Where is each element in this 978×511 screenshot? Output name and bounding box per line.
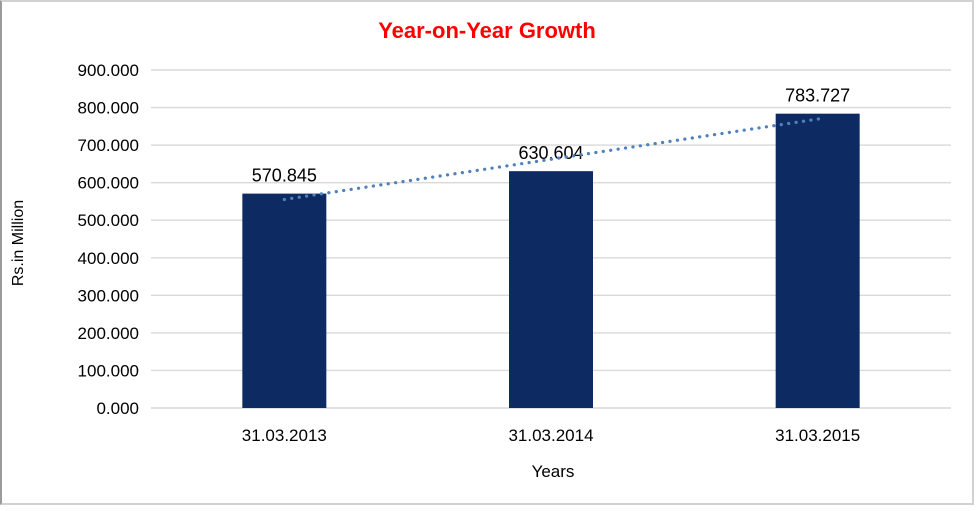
x-tick-label: 31.03.2014 (508, 426, 593, 445)
plot-area: 0.000 100.000 200.000 300.000 400.000 500.000… (78, 61, 951, 445)
bar-data-label: 783.727 (785, 86, 850, 106)
y-tick-label: 0.000 (96, 399, 139, 418)
bar (242, 193, 327, 408)
x-tick-label: 31.03.2013 (242, 426, 327, 445)
y-tick-label: 800.000 (78, 99, 139, 118)
y-tick-label: 900.000 (78, 61, 139, 80)
y-tick-label: 200.000 (78, 324, 139, 343)
x-axis-title: Years (531, 462, 575, 481)
y-tick-label: 100.000 (78, 361, 139, 380)
y-tick-label: 700.000 (78, 136, 139, 155)
bar (509, 171, 593, 408)
chart-title: Year-on-Year Growth (378, 18, 596, 43)
y-tick-label: 300.000 (78, 286, 139, 305)
x-tick-label: 31.03.2015 (775, 426, 860, 445)
trendline (282, 116, 824, 202)
bar-data-label: 570.845 (252, 166, 317, 186)
y-tick-label: 400.000 (78, 249, 139, 268)
y-tick-label: 600.000 (78, 174, 139, 193)
y-tick-label: 500.000 (78, 211, 139, 230)
bar (775, 113, 860, 409)
